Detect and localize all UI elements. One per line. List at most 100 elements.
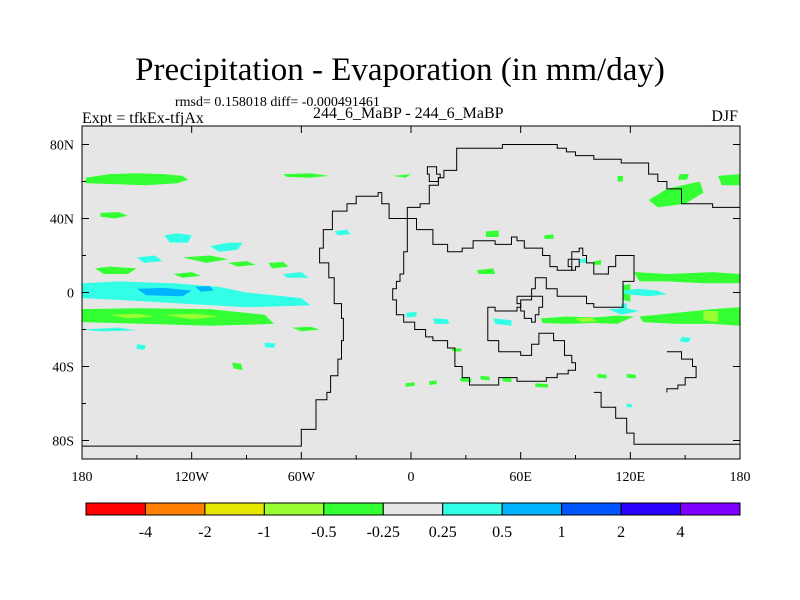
- contour-region: [703, 311, 719, 323]
- contour-region: [136, 344, 146, 350]
- coastline: [82, 144, 741, 447]
- contour-region: [718, 174, 740, 186]
- colorbar-label: -0.25: [367, 524, 400, 541]
- coastline: [593, 391, 741, 447]
- contour-region: [579, 258, 587, 263]
- contour-region: [544, 234, 554, 239]
- colorbar-label: 2: [617, 524, 625, 541]
- contour-region: [451, 348, 463, 352]
- colorbar-label: -2: [198, 524, 211, 541]
- coastline: [426, 166, 441, 182]
- season-label: DJF: [711, 108, 738, 125]
- contour-region: [195, 286, 214, 292]
- colorbar-box: [85, 502, 146, 516]
- experiment-label: Expt = tfkEx-tfjAx: [82, 110, 204, 127]
- contour-region: [283, 272, 309, 278]
- contour-region: [429, 380, 437, 385]
- colorbar-box: [382, 502, 444, 516]
- colorbar-box: [263, 502, 325, 516]
- colorbar-box: [501, 502, 563, 516]
- contour-region: [485, 230, 499, 237]
- contour-region: [476, 268, 496, 274]
- contour-region: [621, 303, 627, 310]
- contour-region: [109, 313, 156, 319]
- coastline: [567, 258, 580, 271]
- contour-region: [460, 377, 472, 383]
- coastline: [666, 351, 697, 393]
- contour-region: [617, 175, 623, 182]
- colorbar-box: [323, 502, 384, 516]
- x-tick-label: 60W: [288, 470, 316, 485]
- colorbar-box: [442, 502, 503, 516]
- contour-region: [593, 260, 602, 265]
- contour-region: [136, 255, 163, 263]
- contour-region: [82, 327, 137, 332]
- contour-region: [502, 377, 512, 383]
- contour-region: [621, 288, 667, 297]
- contour-region: [405, 311, 417, 318]
- colorbar-box: [204, 502, 265, 516]
- y-tick-label: 0: [67, 287, 74, 302]
- y-tick-label: 40N: [50, 213, 74, 228]
- contour-region: [626, 403, 633, 408]
- colorbar-box: [620, 502, 682, 516]
- chart-title: Precipitation - Evaporation (in mm/day): [135, 52, 665, 88]
- contour-region: [82, 281, 311, 308]
- contour-region: [392, 174, 411, 178]
- colorbar-label: 1: [558, 524, 566, 541]
- contour-region: [608, 308, 640, 315]
- contour-region: [268, 262, 289, 269]
- contour-region: [432, 318, 450, 324]
- x-tick-label: 0: [408, 470, 415, 485]
- contour-region: [597, 373, 607, 379]
- contour-region: [405, 382, 415, 387]
- x-tick-label: 120E: [616, 470, 646, 485]
- colorbar-box: [561, 502, 622, 516]
- colorbar-box: [144, 502, 206, 516]
- y-axis: 80N 40N 0 40S 80S: [50, 139, 740, 450]
- coastline-layer: [82, 144, 741, 447]
- contour-region: [677, 174, 689, 180]
- x-axis: 180 120W 60W 0 60E 120E 180: [72, 126, 751, 485]
- contour-region: [575, 317, 598, 323]
- contour-region: [228, 261, 256, 267]
- x-tick-label: 120W: [175, 470, 210, 485]
- x-tick-label: 60E: [509, 470, 532, 485]
- contour-region: [334, 229, 351, 236]
- contour-region: [100, 212, 128, 219]
- contour-region: [535, 383, 549, 388]
- contour-region: [292, 326, 320, 332]
- contour-region: [82, 308, 274, 326]
- colorbar-label: -0.5: [311, 524, 336, 541]
- contour-region: [164, 313, 220, 320]
- contour-region: [648, 181, 704, 208]
- y-tick-label: 80S: [52, 435, 74, 450]
- contour-region: [182, 255, 229, 263]
- contour-region: [634, 272, 740, 284]
- stats-text: rmsd= 0.158018 diff= -0.000491461: [175, 95, 380, 110]
- contour-region: [493, 318, 512, 326]
- x-tick-label: 180: [72, 470, 93, 485]
- colorbar-label: 0.25: [429, 524, 457, 541]
- colorbar-label: 0.5: [492, 524, 512, 541]
- contour-fill-layer: [82, 173, 740, 408]
- coastline: [516, 295, 544, 323]
- colorbar-box: [680, 502, 741, 516]
- contour-region: [231, 362, 243, 371]
- coastline: [392, 218, 635, 386]
- contour-region: [164, 233, 192, 243]
- contour-region: [480, 375, 490, 381]
- colorbar-label: -1: [258, 524, 271, 541]
- contour-region: [264, 342, 276, 348]
- contour-region: [94, 266, 137, 274]
- colorbar: -4 -2 -1 -0.5 -0.25 0.25 0.5 1 2 4: [85, 502, 741, 541]
- y-tick-label: 40S: [52, 361, 74, 376]
- contour-region: [85, 173, 188, 186]
- colorbar-label: -4: [139, 524, 152, 541]
- contour-region: [283, 173, 329, 178]
- case-label: 244_6_MaBP - 244_6_MaBP: [313, 105, 504, 122]
- x-tick-label: 180: [730, 470, 751, 485]
- colorbar-label: 4: [677, 524, 685, 541]
- y-tick-label: 80N: [50, 139, 74, 154]
